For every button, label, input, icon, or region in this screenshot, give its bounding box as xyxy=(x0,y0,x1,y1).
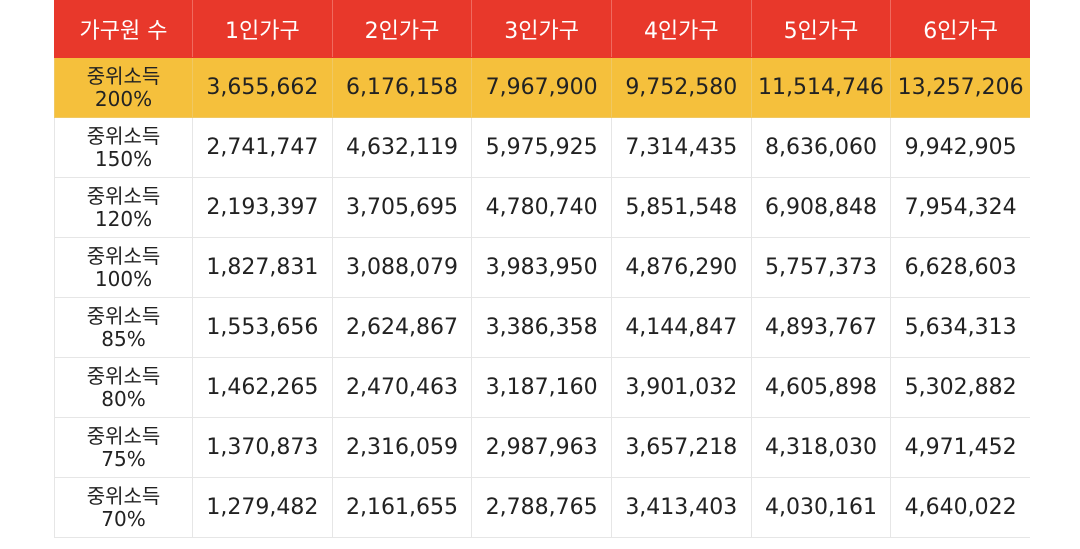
table-row-85: 중위소득 85% 1,553,656 2,624,867 3,386,358 4,… xyxy=(54,297,1030,358)
table-cell: 2,470,463 xyxy=(331,357,473,418)
table-row-100: 중위소득 100% 1,827,831 3,088,079 3,983,950 4… xyxy=(54,237,1030,298)
row-label: 중위소득 75% xyxy=(54,417,193,478)
table-cell: 6,176,158 xyxy=(331,57,473,118)
row-label: 중위소득 120% xyxy=(54,177,193,238)
table-row-70: 중위소득 70% 1,279,482 2,161,655 2,788,765 3,… xyxy=(54,477,1030,538)
row-label-line2: 85% xyxy=(101,326,146,351)
table-cell: 13,257,206 xyxy=(890,57,1030,118)
row-label-line2: 75% xyxy=(101,446,146,471)
row-label-line1: 중위소득 xyxy=(86,123,161,148)
table-cell: 3,655,662 xyxy=(192,57,333,118)
row-label-line2: 100% xyxy=(94,266,153,291)
table-cell: 11,514,746 xyxy=(750,57,892,118)
row-label-line1: 중위소득 xyxy=(86,243,161,268)
table-cell: 4,971,452 xyxy=(890,417,1030,478)
table-cell: 5,757,373 xyxy=(750,237,892,298)
table-row-120: 중위소득 120% 2,193,397 3,705,695 4,780,740 5… xyxy=(54,177,1030,238)
row-label-line1: 중위소득 xyxy=(86,483,161,508)
table-cell: 1,553,656 xyxy=(192,297,333,358)
table-cell: 6,628,603 xyxy=(890,237,1030,298)
table-header-row: 가구원 수 1인가구 2인가구 3인가구 4인가구 5인가구 6인가구 xyxy=(54,0,1030,58)
table-row-75: 중위소득 75% 1,370,873 2,316,059 2,987,963 3,… xyxy=(54,417,1030,478)
table-cell: 2,316,059 xyxy=(331,417,473,478)
row-label: 중위소득 200% xyxy=(54,57,193,118)
table-cell: 4,876,290 xyxy=(610,237,752,298)
row-label-line1: 중위소득 xyxy=(86,183,161,208)
table-cell: 7,954,324 xyxy=(890,177,1030,238)
table-cell: 3,901,032 xyxy=(610,357,752,418)
table-cell: 3,088,079 xyxy=(331,237,473,298)
table-cell: 1,827,831 xyxy=(192,237,333,298)
table-cell: 1,370,873 xyxy=(192,417,333,478)
table-cell: 2,624,867 xyxy=(331,297,473,358)
table-cell: 8,636,060 xyxy=(750,117,892,178)
row-label-line2: 150% xyxy=(94,146,153,171)
table-cell: 7,967,900 xyxy=(471,57,612,118)
median-income-table: 가구원 수 1인가구 2인가구 3인가구 4인가구 5인가구 6인가구 중위소득… xyxy=(54,0,1030,538)
header-6-person: 6인가구 xyxy=(890,0,1030,58)
table-cell: 4,632,119 xyxy=(331,117,473,178)
table-row-80: 중위소득 80% 1,462,265 2,470,463 3,187,160 3,… xyxy=(54,357,1030,418)
table-cell: 5,975,925 xyxy=(471,117,612,178)
table-cell: 6,908,848 xyxy=(750,177,892,238)
table-cell: 4,640,022 xyxy=(890,477,1030,538)
header-3-person: 3인가구 xyxy=(471,0,612,58)
row-label-line1: 중위소득 xyxy=(86,303,161,328)
table-cell: 3,386,358 xyxy=(471,297,612,358)
income-table-container: 가구원 수 1인가구 2인가구 3인가구 4인가구 5인가구 6인가구 중위소득… xyxy=(54,0,1030,549)
row-label-line2: 200% xyxy=(94,86,153,111)
row-label: 중위소득 80% xyxy=(54,357,193,418)
row-label-line1: 중위소득 xyxy=(86,423,161,448)
table-cell: 7,314,435 xyxy=(610,117,752,178)
header-household-size: 가구원 수 xyxy=(54,0,193,58)
table-cell: 4,318,030 xyxy=(750,417,892,478)
table-cell: 9,752,580 xyxy=(610,57,752,118)
row-label: 중위소득 100% xyxy=(54,237,193,298)
header-1-person: 1인가구 xyxy=(192,0,333,58)
row-label: 중위소득 85% xyxy=(54,297,193,358)
table-cell: 2,788,765 xyxy=(471,477,612,538)
table-cell: 2,193,397 xyxy=(192,177,333,238)
table-cell: 3,413,403 xyxy=(610,477,752,538)
row-label-line1: 중위소득 xyxy=(86,363,161,388)
row-label: 중위소득 150% xyxy=(54,117,193,178)
table-cell: 4,893,767 xyxy=(750,297,892,358)
table-cell: 4,030,161 xyxy=(750,477,892,538)
header-5-person: 5인가구 xyxy=(750,0,892,58)
table-cell: 4,780,740 xyxy=(471,177,612,238)
table-cell: 3,657,218 xyxy=(610,417,752,478)
row-label-line1: 중위소득 xyxy=(86,63,161,88)
row-label-line2: 70% xyxy=(101,506,146,531)
table-cell: 5,634,313 xyxy=(890,297,1030,358)
table-row-150: 중위소득 150% 2,741,747 4,632,119 5,975,925 7… xyxy=(54,117,1030,178)
table-cell: 2,161,655 xyxy=(331,477,473,538)
table-cell: 9,942,905 xyxy=(890,117,1030,178)
table-cell: 4,144,847 xyxy=(610,297,752,358)
header-2-person: 2인가구 xyxy=(331,0,473,58)
table-cell: 5,302,882 xyxy=(890,357,1030,418)
row-label-line2: 120% xyxy=(94,206,153,231)
table-cell: 3,983,950 xyxy=(471,237,612,298)
row-label: 중위소득 70% xyxy=(54,477,193,538)
table-cell: 1,462,265 xyxy=(192,357,333,418)
table-cell: 4,605,898 xyxy=(750,357,892,418)
table-row-200: 중위소득 200% 3,655,662 6,176,158 7,967,900 9… xyxy=(54,57,1030,118)
table-cell: 3,187,160 xyxy=(471,357,612,418)
table-cell: 2,987,963 xyxy=(471,417,612,478)
header-4-person: 4인가구 xyxy=(610,0,752,58)
table-cell: 5,851,548 xyxy=(610,177,752,238)
row-label-line2: 80% xyxy=(101,386,146,411)
table-cell: 2,741,747 xyxy=(192,117,333,178)
table-cell: 1,279,482 xyxy=(192,477,333,538)
table-cell: 3,705,695 xyxy=(331,177,473,238)
